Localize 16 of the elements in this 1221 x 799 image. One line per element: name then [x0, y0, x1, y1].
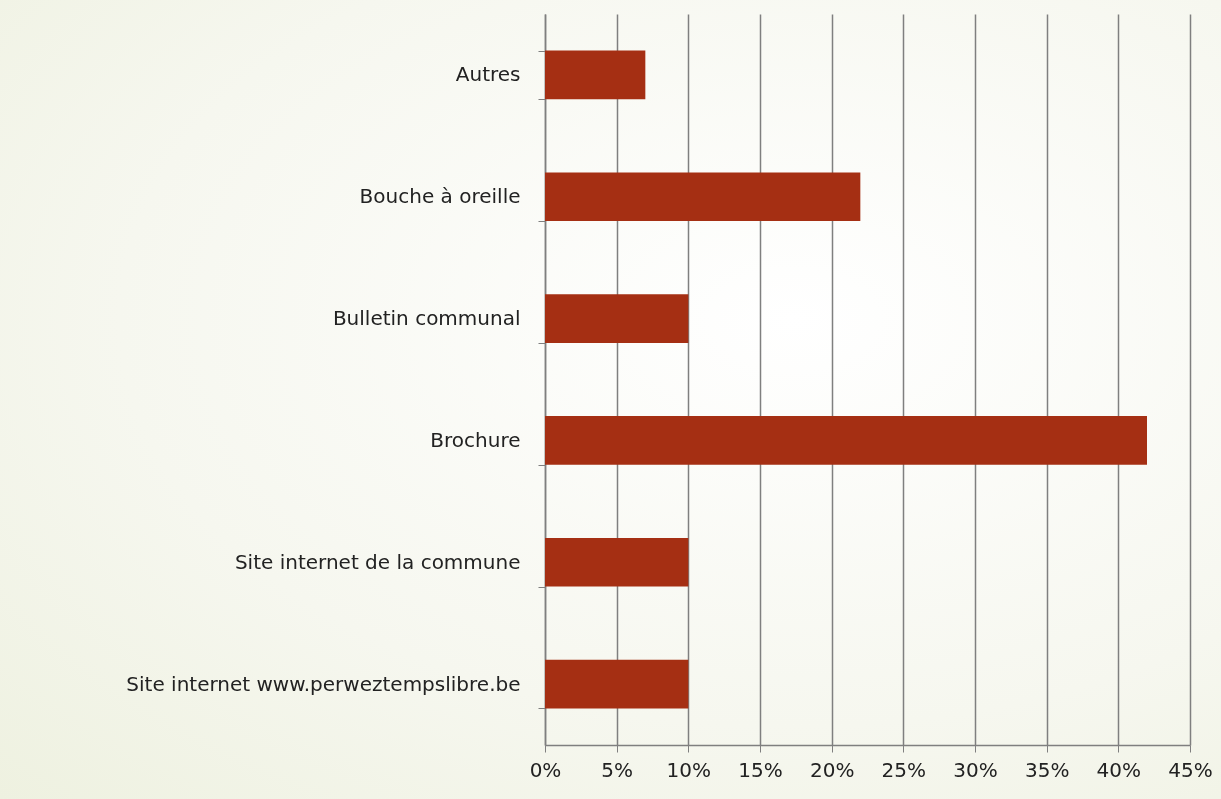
x-tick-label: 15% [738, 757, 783, 782]
x-tick-label: 30% [953, 757, 998, 782]
x-tick-label: 35% [1024, 757, 1070, 782]
x-tick-label: 10% [666, 757, 712, 782]
x-tick-label: 20% [809, 757, 855, 782]
x-tick-label: 40% [1096, 757, 1142, 782]
y-tick-label: Site internet de la commune [234, 549, 521, 574]
x-tick-label: 45% [1168, 757, 1213, 782]
y-tick-label: Autres [455, 62, 521, 87]
x-tick-label: 0% [529, 757, 562, 782]
y-tick-label: Bouche à oreille [359, 184, 521, 209]
x-tick-label: 5% [601, 757, 634, 782]
y-tick-label: Brochure [430, 427, 521, 452]
y-tick-label: Bulletin communal [332, 306, 521, 331]
y-tick-label: Site internet www.perweztempslibre.be [126, 671, 521, 696]
x-tick-label: 25% [881, 757, 927, 782]
